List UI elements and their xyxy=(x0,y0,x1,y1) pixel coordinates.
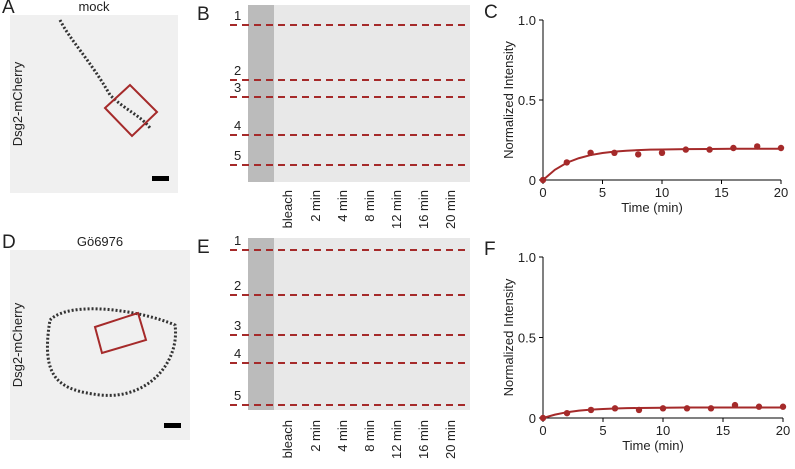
scale-bar xyxy=(164,423,181,428)
kymograph-prebleach xyxy=(248,238,274,410)
kymograph-prebleach xyxy=(248,5,274,182)
timepoint-label: 20 min xyxy=(443,420,458,459)
timepoint-label: 2 min xyxy=(308,420,323,452)
x-tick-label: 20 xyxy=(776,423,790,438)
y-tick-label: 0.5 xyxy=(518,93,536,108)
micrograph xyxy=(10,15,178,193)
x-axis-label: Time (min) xyxy=(622,438,684,453)
timepoint-label: 12 min xyxy=(389,190,404,229)
panel-letter: A xyxy=(2,0,15,18)
y-tick-label: 0 xyxy=(529,173,536,188)
timepoint-label: 8 min xyxy=(362,420,377,452)
timepoint-label: 12 min xyxy=(389,420,404,459)
region-label: 3 xyxy=(234,318,241,333)
region-label: 5 xyxy=(234,388,241,403)
y-tick-label: 1.0 xyxy=(518,13,536,28)
x-tick-label: 15 xyxy=(714,185,728,200)
image-label: Dsg2-mCherry xyxy=(10,302,25,387)
panel-letter: B xyxy=(197,4,210,25)
x-tick-label: 0 xyxy=(539,185,546,200)
x-tick-label: 15 xyxy=(716,423,730,438)
image-title: mock xyxy=(78,0,110,14)
roi-box xyxy=(103,83,159,138)
timepoint-label: bleach xyxy=(280,190,295,228)
region-label: 4 xyxy=(234,346,241,361)
panel-letter: C xyxy=(484,2,498,23)
timepoint-label: 16 min xyxy=(416,190,431,229)
panel-letter: D xyxy=(2,232,16,253)
data-point xyxy=(658,149,666,156)
y-tick-label: 1.0 xyxy=(518,250,536,265)
timepoint-label: 8 min xyxy=(362,190,377,222)
timepoint-label: 4 min xyxy=(335,190,350,222)
image-label: Dsg2-mCherry xyxy=(10,61,25,146)
timepoint-label: 20 min xyxy=(443,190,458,229)
x-tick-label: 10 xyxy=(656,423,670,438)
y-tick-label: 0 xyxy=(529,411,536,426)
fit-line xyxy=(542,147,781,181)
panel-letter: E xyxy=(197,237,210,258)
image-title: Gö6976 xyxy=(77,234,123,249)
x-tick-label: 0 xyxy=(539,423,546,438)
kymograph xyxy=(248,5,470,182)
fit-line xyxy=(542,406,783,419)
timepoint-label: 2 min xyxy=(308,190,323,222)
y-tick-label: 0.5 xyxy=(518,331,536,346)
region-label: 2 xyxy=(234,278,241,293)
panel-letter: F xyxy=(484,239,496,260)
timepoint-label: bleach xyxy=(280,420,295,458)
region-label: 2 xyxy=(234,63,241,78)
region-label: 1 xyxy=(234,8,241,23)
y-axis-label: Normalized Intensity xyxy=(501,278,516,396)
region-label: 3 xyxy=(234,80,241,95)
x-axis-label: Time (min) xyxy=(621,200,683,215)
y-axis-label: Normalized Intensity xyxy=(501,41,516,159)
x-tick-label: 5 xyxy=(599,423,606,438)
region-label: 4 xyxy=(234,118,241,133)
kymograph xyxy=(248,238,470,410)
timepoint-label: 4 min xyxy=(335,420,350,452)
scale-bar xyxy=(152,176,169,181)
x-tick-label: 20 xyxy=(774,185,788,200)
region-label: 5 xyxy=(234,148,241,163)
roi-box xyxy=(93,311,148,355)
x-tick-label: 10 xyxy=(655,185,669,200)
data-point xyxy=(635,151,642,158)
timepoint-label: 16 min xyxy=(416,420,431,459)
region-label: 1 xyxy=(234,233,241,248)
x-tick-label: 5 xyxy=(599,185,606,200)
